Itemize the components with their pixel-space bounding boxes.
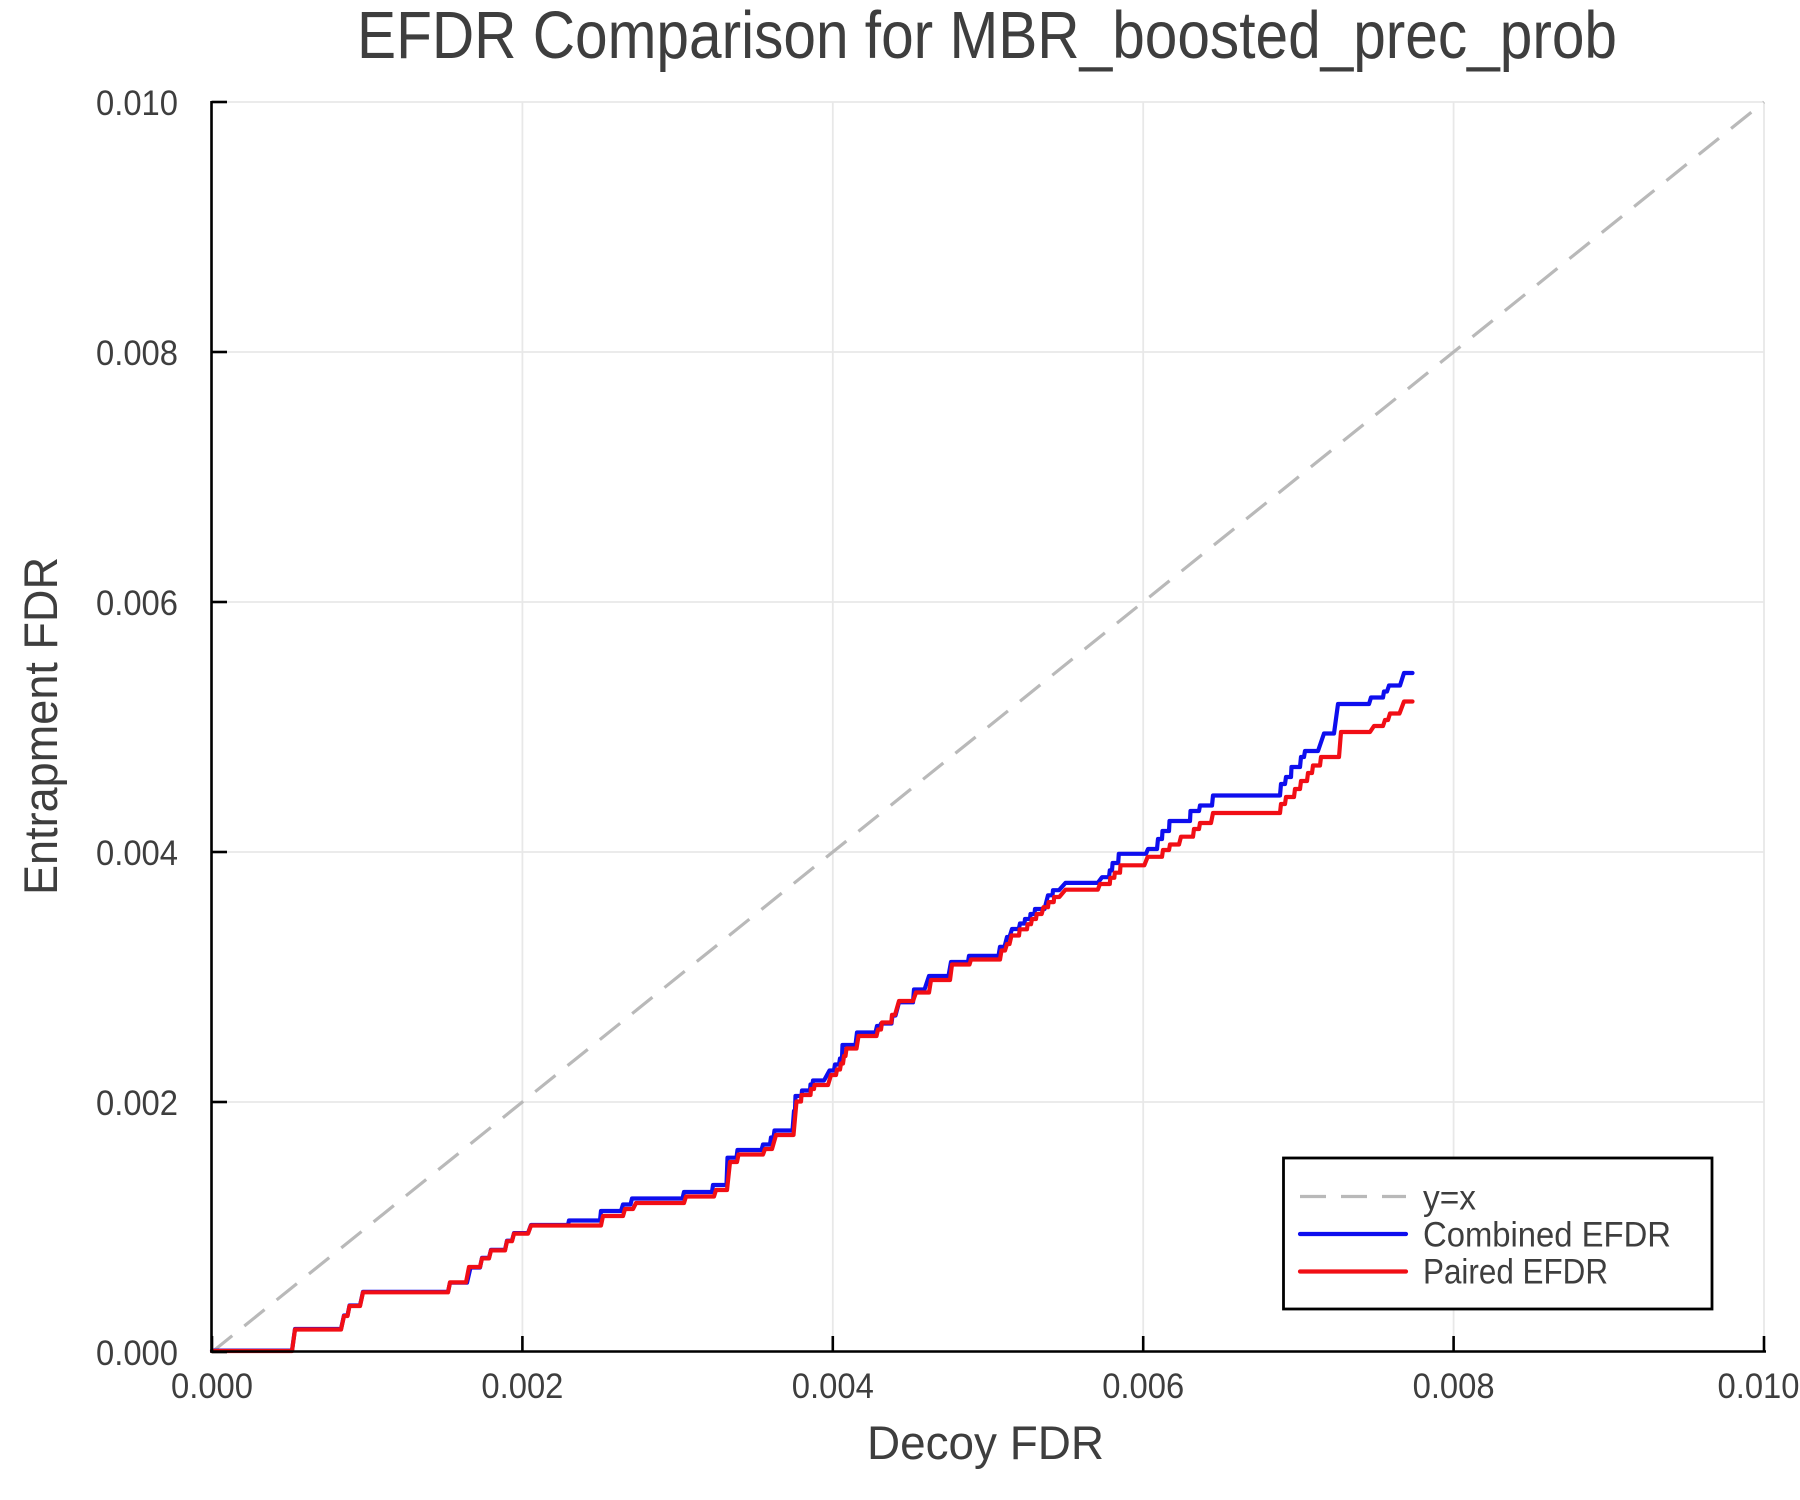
svg-text:0.002: 0.002 xyxy=(481,1366,563,1406)
svg-text:0.002: 0.002 xyxy=(96,1083,178,1123)
svg-text:0.004: 0.004 xyxy=(792,1366,874,1406)
svg-text:Combined EFDR: Combined EFDR xyxy=(1423,1215,1671,1255)
svg-text:0.008: 0.008 xyxy=(1413,1366,1495,1406)
svg-text:0.010: 0.010 xyxy=(1718,1366,1800,1406)
svg-text:0.000: 0.000 xyxy=(96,1333,178,1373)
svg-text:Paired EFDR: Paired EFDR xyxy=(1423,1252,1608,1292)
svg-text:0.006: 0.006 xyxy=(1102,1366,1184,1406)
svg-text:0.006: 0.006 xyxy=(96,583,178,623)
svg-text:0.008: 0.008 xyxy=(96,333,178,373)
svg-text:Entrapment FDR: Entrapment FDR xyxy=(15,557,68,895)
svg-text:0.004: 0.004 xyxy=(96,833,178,873)
svg-text:0.010: 0.010 xyxy=(96,83,178,123)
svg-text:Decoy FDR: Decoy FDR xyxy=(867,1417,1104,1470)
svg-text:y=x: y=x xyxy=(1423,1178,1476,1218)
svg-text:EFDR Comparison for MBR_booste: EFDR Comparison for MBR_boosted_prec_pro… xyxy=(357,0,1617,73)
svg-text:0.000: 0.000 xyxy=(171,1366,253,1406)
